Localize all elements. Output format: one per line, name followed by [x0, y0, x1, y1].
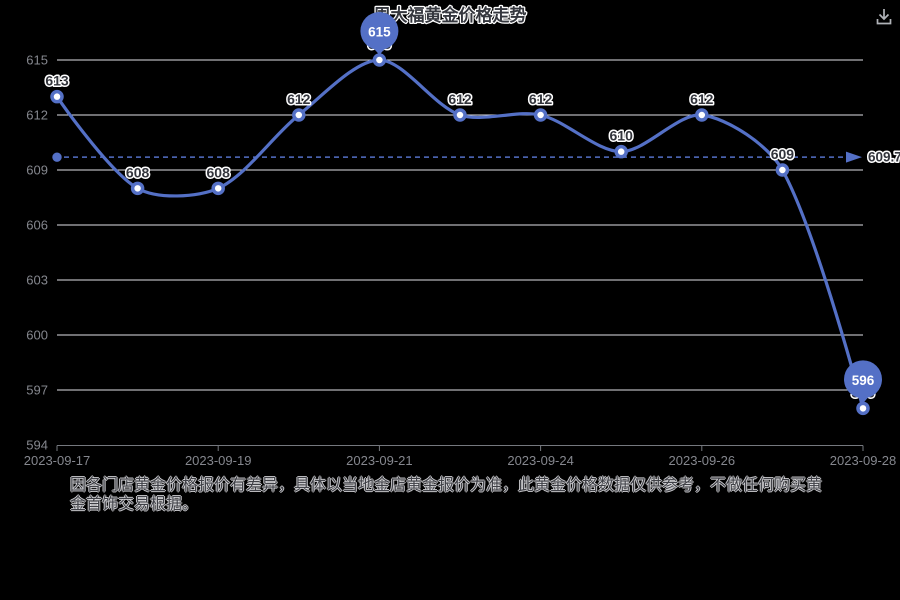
data-point-label: 609 [771, 146, 795, 162]
chart-title: 周大福黄金价格走势 [374, 5, 527, 25]
data-point[interactable] [614, 144, 628, 159]
download-icon [876, 9, 892, 25]
disclaimer-line2: 金首饰交易根据。 [70, 496, 199, 513]
x-axis-label: 2023-09-17 [24, 453, 91, 468]
markline-start-dot [52, 152, 62, 162]
data-point[interactable] [775, 163, 790, 177]
y-axis-label: 615 [26, 53, 48, 68]
y-axis-label: 600 [26, 328, 48, 343]
x-axis-label: 2023-09-21 [346, 453, 413, 468]
pin-balloon [844, 360, 882, 399]
data-point[interactable] [211, 181, 225, 196]
pin-balloon [360, 12, 399, 50]
disclaimer-line1: 因各门店黄金价格报价有差异，具体以当地金店黄金报价为准，此黄金价格数据仅供参考，… [70, 477, 823, 494]
data-point-label: 608 [207, 164, 231, 180]
data-point-label: 612 [448, 91, 472, 107]
y-axis-label: 603 [26, 273, 48, 288]
y-axis-label: 594 [26, 438, 48, 453]
data-point[interactable] [372, 53, 387, 67]
data-point-label: 608 [126, 164, 150, 180]
pin-markers: 615 596 [360, 12, 882, 404]
data-point[interactable] [533, 108, 548, 122]
pin-value-label: 596 [852, 373, 875, 388]
x-axis-label: 2023-09-24 [507, 453, 574, 468]
markline-label: 609.7 [867, 148, 900, 166]
data-point-label: 610 [610, 128, 634, 144]
x-axis-label: 2023-09-28 [830, 453, 897, 468]
average-markline [52, 151, 862, 163]
data-point[interactable] [50, 89, 64, 104]
data-point[interactable] [453, 108, 467, 122]
markline-arrow [846, 151, 862, 163]
data-point[interactable] [130, 181, 145, 196]
y-axis-label: 612 [26, 108, 48, 123]
y-axis-label: 609 [26, 163, 48, 178]
pin-value-label: 615 [368, 25, 391, 40]
pin-marker: 596 [844, 360, 882, 404]
data-point[interactable] [856, 401, 870, 416]
y-axis-label: 597 [26, 383, 48, 398]
disclaimer-text: 因各门店黄金价格报价有差异，具体以当地金店黄金报价为准，此黄金价格数据仅供参考，… [70, 476, 848, 514]
y-axis-label: 606 [26, 218, 48, 233]
data-point-label: 613 [45, 73, 69, 89]
markline-value-label: 609.7 [868, 150, 900, 165]
data-point-label: 612 [287, 91, 311, 107]
x-axis-label: 2023-09-26 [669, 453, 736, 468]
data-point-label: 612 [529, 91, 553, 107]
price-chart[interactable]: 594 597 600 603 606 609 612 615 2023-09-17 2023-0… [0, 0, 900, 470]
data-point[interactable] [292, 108, 306, 122]
pin-marker: 615 [360, 12, 399, 55]
download-button[interactable] [872, 5, 896, 29]
data-point[interactable] [695, 108, 709, 122]
data-point-label: 612 [690, 91, 714, 107]
x-axis-label: 2023-09-19 [185, 453, 252, 468]
chart-axes: 594 597 600 603 606 609 612 615 2023-09-17 2023-0… [24, 53, 897, 469]
